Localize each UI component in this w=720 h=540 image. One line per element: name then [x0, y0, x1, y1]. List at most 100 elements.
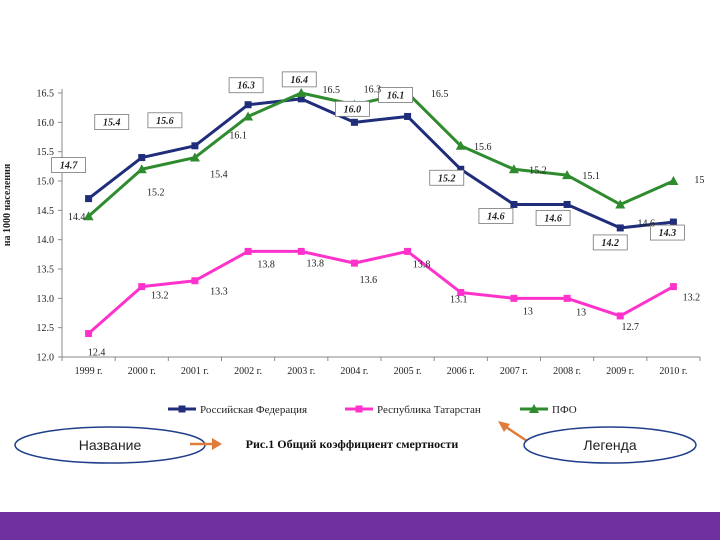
x-tick-label: 2005 г.: [394, 366, 422, 377]
data-label-box: [51, 157, 86, 174]
data-label: 16.3: [237, 81, 255, 92]
figure-caption: Рис.1 Общий коэффициент смертности: [246, 437, 459, 451]
legend-entry: ПФО: [552, 404, 577, 416]
data-label-box: [650, 224, 685, 241]
data-label: 13: [576, 307, 586, 318]
legend-marker: [178, 405, 186, 413]
data-label: 13: [523, 306, 533, 317]
data-label: 16.5: [323, 85, 341, 96]
data-point: [296, 88, 307, 97]
y-tick-label: 12.0: [37, 353, 55, 364]
data-label-box: [429, 169, 465, 186]
data-point: [243, 111, 254, 121]
data-label-box: [478, 208, 514, 224]
data-point: [616, 312, 624, 320]
y-tick-label: 15.5: [37, 147, 55, 158]
legend-entry: Российская Федерация: [200, 404, 307, 416]
x-tick-label: 2008 г.: [553, 366, 581, 377]
series-line-0: [87, 97, 674, 230]
data-label: 16.1: [229, 130, 247, 141]
data-label: 13.2: [151, 291, 169, 302]
y-tick-label: 15.0: [37, 177, 55, 188]
y-tick-label: 16.5: [37, 89, 55, 100]
data-point: [189, 152, 200, 162]
data-label: 13.8: [307, 258, 325, 269]
data-label-box: [147, 112, 183, 129]
data-label: 13.6: [360, 275, 378, 286]
data-point: [404, 247, 412, 255]
data-label: 13.8: [413, 259, 431, 270]
x-tick-label: 2006 г.: [447, 366, 475, 377]
data-label: 14.4: [68, 212, 86, 223]
data-label: 13.2: [683, 293, 701, 304]
data-label: 16.1: [387, 90, 405, 101]
data-point: [83, 211, 94, 221]
arrow-up-left-icon: [498, 421, 528, 443]
y-tick-label: 14.5: [37, 206, 55, 217]
data-label-box: [535, 210, 571, 226]
data-label: 15: [694, 175, 704, 186]
data-label: 13.1: [450, 294, 468, 305]
data-label: 14.3: [659, 228, 677, 239]
data-label: 15.6: [156, 116, 174, 127]
data-label-box: [335, 100, 370, 117]
data-point: [455, 140, 466, 150]
x-tick-label: 2001 г.: [181, 366, 209, 377]
legend-marker: [355, 405, 363, 413]
legend-ellipse: [523, 426, 697, 464]
data-point: [508, 164, 519, 174]
x-tick-label: 2000 г.: [128, 366, 156, 377]
y-tick-label: 12.5: [37, 323, 55, 334]
x-tick-label: 1999 г.: [75, 366, 103, 377]
chart-data-labels: 14.7 15.4 15.6 16.3 16.4 16.0 16.1 15.2 14.6 14.6…: [51, 71, 704, 359]
data-label: 16.3: [364, 85, 382, 96]
data-point: [669, 283, 677, 291]
x-tick-label: 2007 г.: [500, 366, 528, 377]
x-tick-label: 2002 г.: [234, 366, 262, 377]
data-label: 15.4: [103, 118, 121, 129]
y-tick-label: 16.0: [37, 118, 55, 129]
data-point: [562, 170, 573, 180]
footer-bar: [0, 512, 720, 540]
data-label-box: [378, 87, 413, 103]
data-label: 15.2: [147, 187, 165, 198]
data-label: 15.2: [438, 173, 456, 184]
data-point: [563, 294, 571, 302]
data-point: [138, 154, 146, 162]
arrow-right-icon: [190, 438, 222, 450]
data-point: [457, 288, 465, 296]
y-tick-label: 14.0: [37, 235, 55, 246]
data-label: 15.4: [210, 170, 228, 181]
data-point: [669, 218, 677, 226]
y-axis-title: на 1000 населения: [2, 163, 13, 246]
legend-entry: Республика Татарстан: [377, 404, 481, 416]
data-point: [191, 142, 199, 150]
title-ellipse-label: Название: [79, 437, 142, 453]
data-point: [297, 95, 305, 103]
mortality-line-chart: 12.012.513.013.514.014.515.015.516.016.5…: [2, 71, 704, 464]
legend-marker: [529, 404, 539, 413]
data-point: [668, 176, 679, 185]
data-point: [457, 165, 465, 173]
data-label-box: [94, 114, 130, 130]
data-label: 16.5: [431, 89, 449, 100]
x-tick-label: 2003 г.: [287, 366, 315, 377]
data-point: [244, 247, 252, 255]
data-label: 16.4: [291, 75, 309, 86]
data-label: 14.6: [544, 213, 562, 224]
data-label: 15.1: [582, 171, 600, 182]
data-label: 13.3: [210, 287, 228, 298]
data-point: [404, 112, 412, 120]
data-point: [615, 199, 626, 209]
x-tick-label: 2004 г.: [340, 366, 368, 377]
data-point: [510, 294, 518, 302]
x-tick-label: 2009 г.: [606, 366, 634, 377]
chart-legend: Российская Федерация Республика Татарстан…: [168, 404, 577, 416]
data-point: [138, 283, 146, 291]
data-point: [510, 200, 518, 208]
data-point: [350, 259, 358, 267]
y-tick-label: 13.5: [37, 265, 55, 276]
data-label: 12.4: [88, 348, 106, 359]
data-point: [350, 118, 358, 126]
data-label: 14.6: [638, 218, 656, 229]
